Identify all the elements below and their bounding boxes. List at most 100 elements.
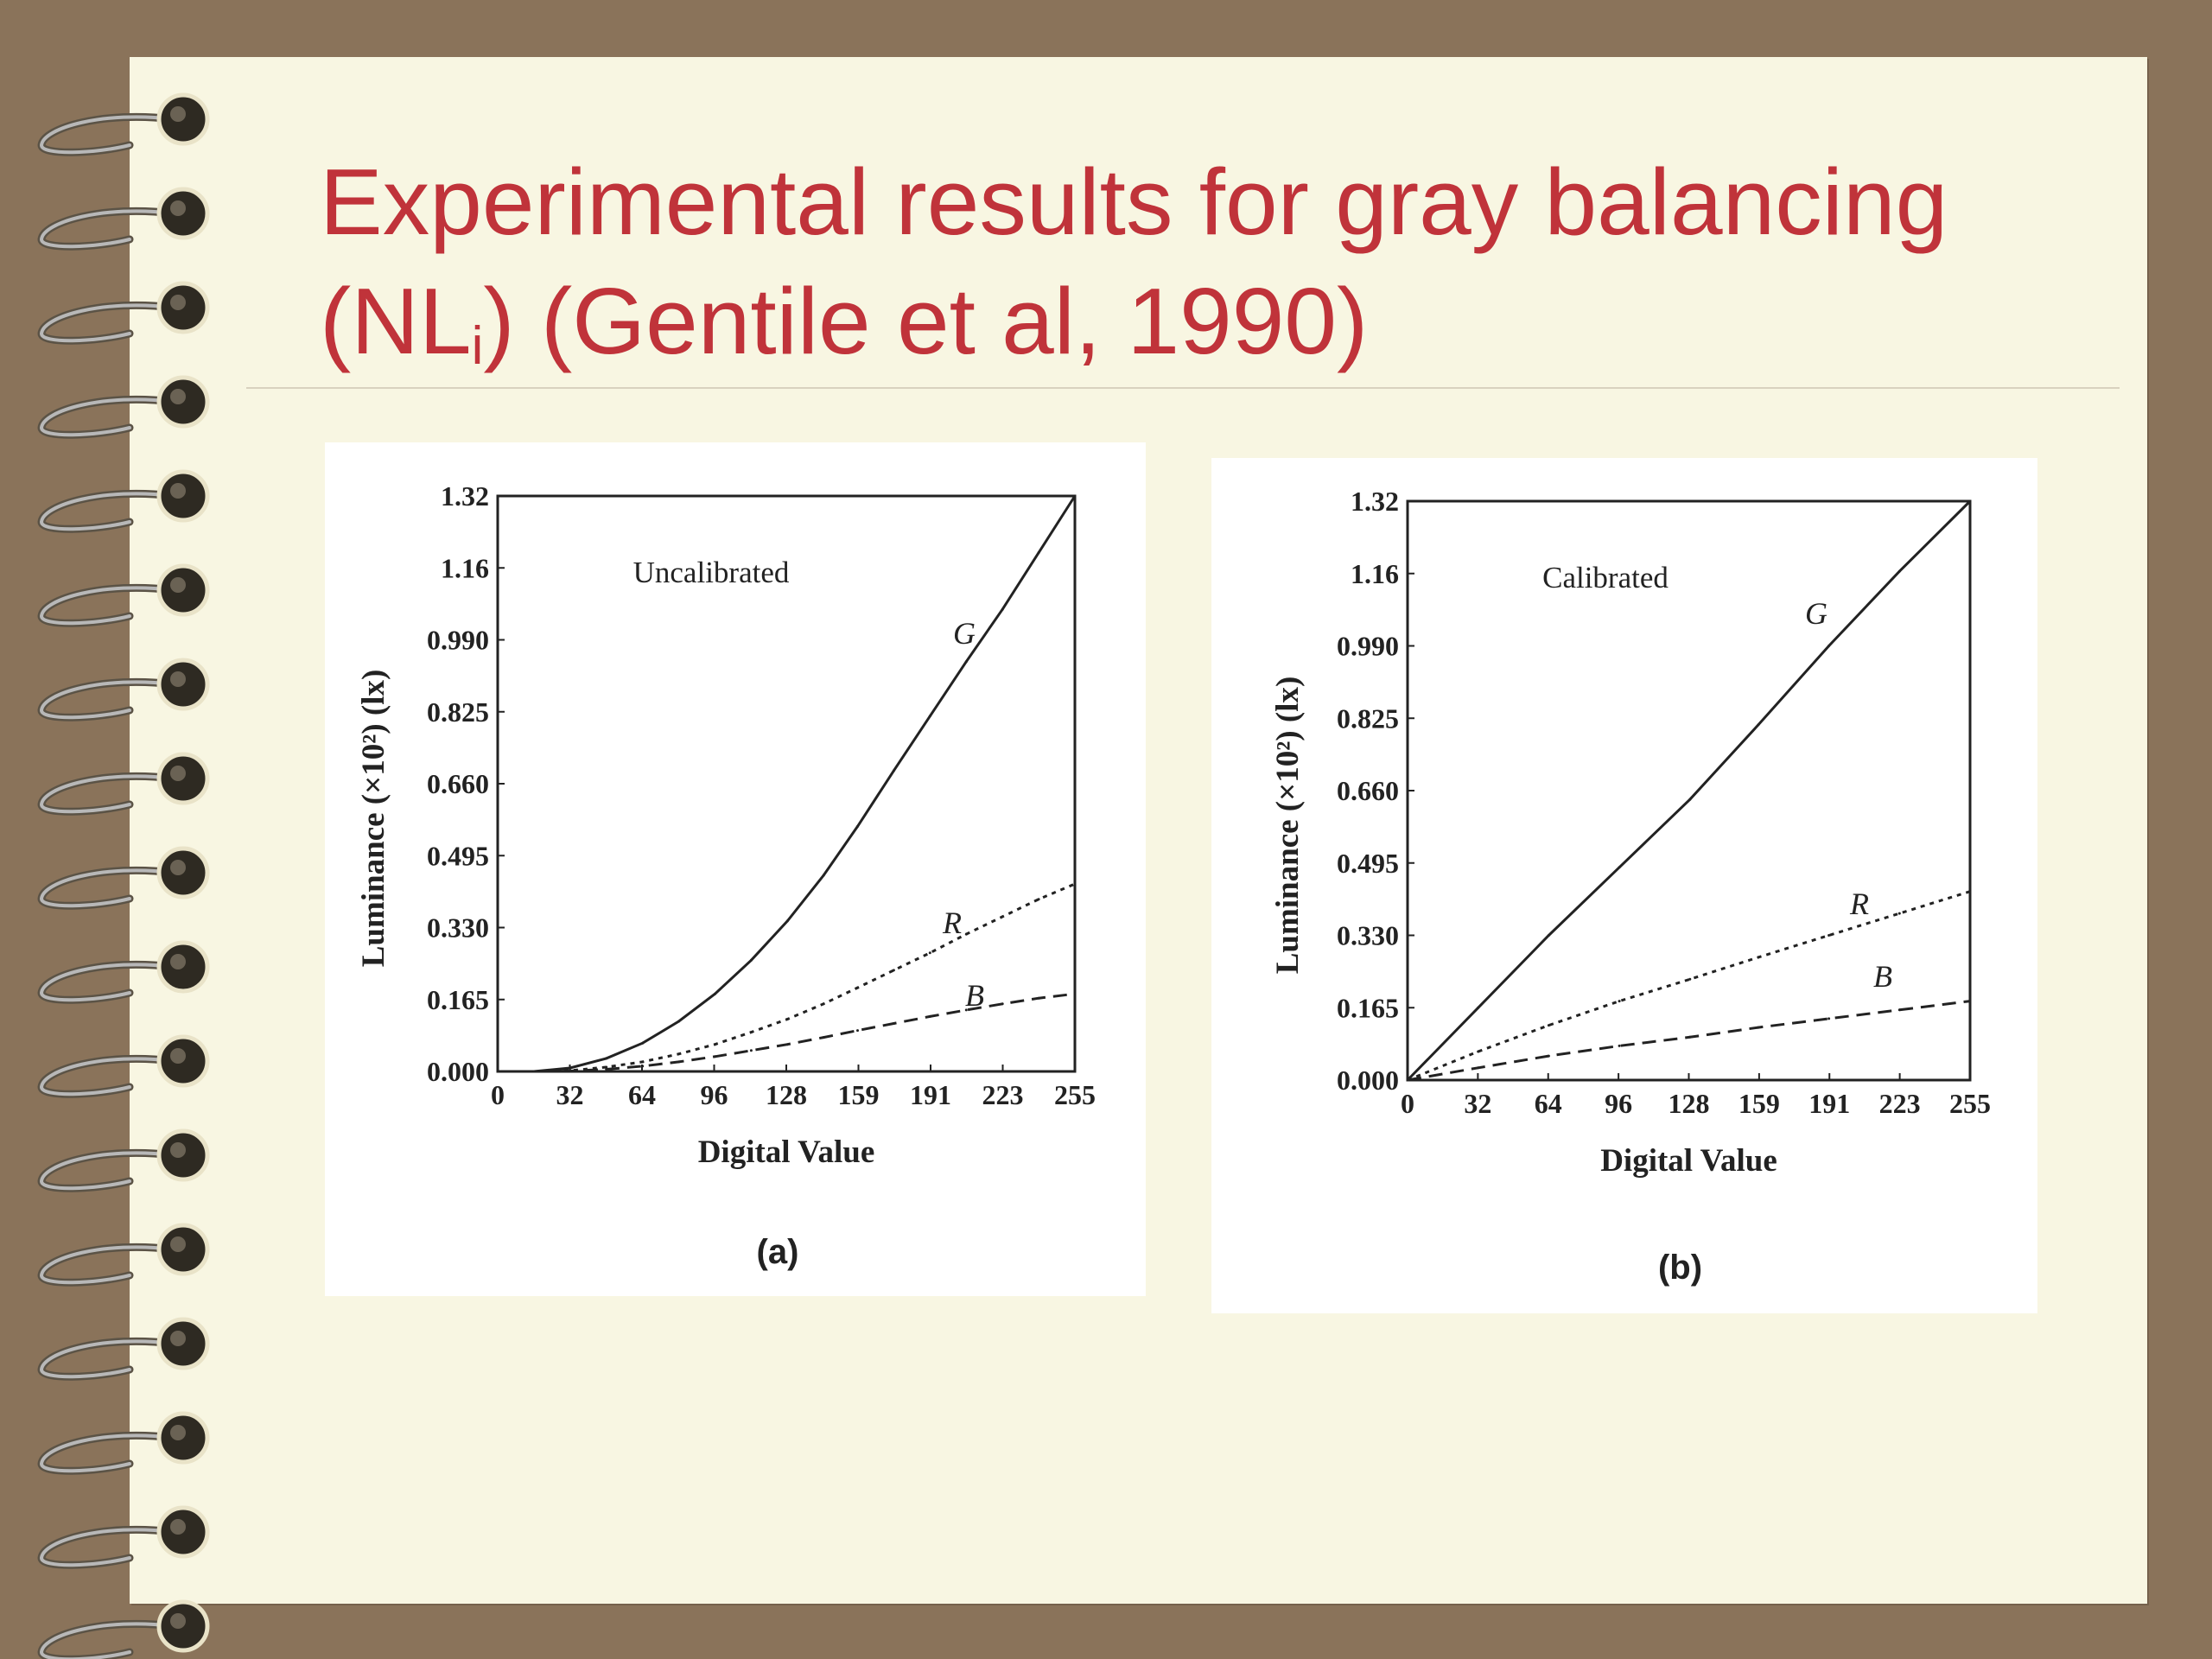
spiral-wire-shadow [37, 772, 177, 816]
title-line-2-pre: (NL [320, 269, 472, 374]
data-point-R [1037, 898, 1040, 901]
binding-hole-highlight [170, 860, 186, 875]
data-point-R [1968, 890, 1972, 893]
data-point-B [605, 1068, 608, 1071]
spiral-wire [39, 1339, 175, 1379]
data-point-B [1757, 1026, 1760, 1029]
spiral-wire-shadow [37, 1054, 177, 1098]
spiral-ring [37, 846, 210, 910]
spiral-wire [39, 397, 175, 437]
data-point-G [641, 1041, 645, 1045]
spiral-ring [37, 1034, 210, 1098]
data-point-B [569, 1070, 572, 1072]
data-point-R [892, 969, 895, 972]
spiral-wire [39, 1622, 175, 1659]
spiral-ring [37, 1599, 210, 1659]
data-point-R [714, 1043, 716, 1046]
data-point-B [1618, 1044, 1621, 1047]
slide-title: Experimental results for gray balancing … [320, 143, 2048, 381]
title-subscript: i [471, 316, 484, 376]
data-point-G [1001, 607, 1004, 611]
data-point-R [1757, 956, 1760, 959]
spiral-wire [39, 209, 175, 249]
data-point-R [1827, 934, 1831, 937]
data-point-G [1968, 499, 1972, 503]
x-tick-label: 159 [838, 1079, 880, 1110]
y-tick-label: 0.660 [427, 768, 489, 799]
data-point-B [714, 1055, 716, 1058]
x-tick-label: 128 [1669, 1088, 1710, 1119]
data-point-B [928, 1014, 931, 1018]
data-point-G [749, 958, 753, 962]
data-point-G [785, 919, 789, 923]
data-point-B [1897, 1008, 1901, 1012]
data-point-B [641, 1065, 645, 1068]
spiral-wire [39, 586, 175, 626]
spiral-ring [37, 1411, 210, 1475]
spiral-wire-shadow [37, 1337, 177, 1381]
data-point-B [677, 1060, 681, 1064]
spiral-ring [37, 1128, 210, 1192]
binding-hole-highlight [170, 1142, 186, 1158]
spiral-wire-shadow [37, 1431, 177, 1475]
data-point-G [1757, 723, 1760, 727]
series-label-B: B [965, 978, 984, 1013]
data-point-R [1477, 1050, 1480, 1053]
spiral-wire [39, 1433, 175, 1473]
spiral-wire [39, 1245, 175, 1285]
y-tick-label: 1.32 [1351, 486, 1399, 517]
spiral-wire [39, 115, 175, 155]
title-line-1: Experimental results for gray balancing [320, 149, 1948, 255]
x-tick-label: 255 [1054, 1079, 1096, 1110]
title-divider [246, 387, 2120, 389]
data-point-R [822, 1002, 825, 1006]
spiral-wire-shadow [37, 489, 177, 533]
spiral-wire-shadow [37, 583, 177, 627]
spiral-wire [39, 1151, 175, 1191]
data-point-G [822, 874, 825, 877]
y-tick-label: 0.495 [1337, 848, 1399, 879]
data-point-B [1001, 1002, 1004, 1006]
spiral-ring [37, 469, 210, 533]
binding-hole-highlight [170, 954, 186, 969]
data-point-B [964, 1008, 968, 1012]
data-point-G [856, 824, 859, 828]
series-line-B [498, 992, 1076, 1073]
binding-hole-highlight [170, 577, 186, 593]
spiral-ring [37, 187, 210, 251]
x-tick-label: 96 [1605, 1088, 1632, 1119]
binding-hole-highlight [170, 295, 186, 310]
data-point-R [677, 1052, 681, 1056]
data-point-R [605, 1065, 608, 1069]
title-line-2-post: ) (Gentile et al, 1990) [483, 269, 1369, 374]
y-tick-label: 0.330 [1337, 920, 1399, 951]
data-point-R [1618, 1000, 1621, 1003]
y-tick-label: 0.330 [427, 912, 489, 944]
data-point-G [569, 1066, 572, 1070]
data-point-G [1477, 1006, 1480, 1009]
x-tick-label: 159 [1738, 1088, 1780, 1119]
x-tick-label: 96 [701, 1079, 728, 1110]
inset-label: Uncalibrated [633, 556, 790, 589]
series-label-B: B [1873, 959, 1892, 994]
x-tick-label: 191 [1808, 1088, 1850, 1119]
x-tick-label: 128 [766, 1079, 807, 1110]
spiral-ring [37, 92, 210, 156]
binding-hole-highlight [170, 1331, 186, 1346]
y-tick-label: 0.990 [427, 625, 489, 656]
data-point-G [1618, 866, 1621, 869]
series-label-G: G [1805, 596, 1827, 631]
series-label-G: G [953, 616, 976, 651]
data-point-R [1001, 915, 1004, 918]
binding-hole-highlight [170, 1519, 186, 1535]
spiral-ring [37, 563, 210, 627]
y-tick-label: 0.165 [427, 984, 489, 1015]
binding-hole-highlight [170, 671, 186, 687]
chart-panel-a: 0.000 0.165 0.330 0.495 0.660 0.825 0.990 1.16 1… [325, 442, 1146, 1296]
binding-hole-highlight [170, 766, 186, 781]
data-point-B [892, 1022, 895, 1025]
y-axis-label: Luminance (×10²) (lx) [1270, 677, 1306, 975]
x-tick-label: 191 [910, 1079, 951, 1110]
series-line-B [1407, 1000, 1971, 1082]
data-point-G [1827, 645, 1831, 647]
